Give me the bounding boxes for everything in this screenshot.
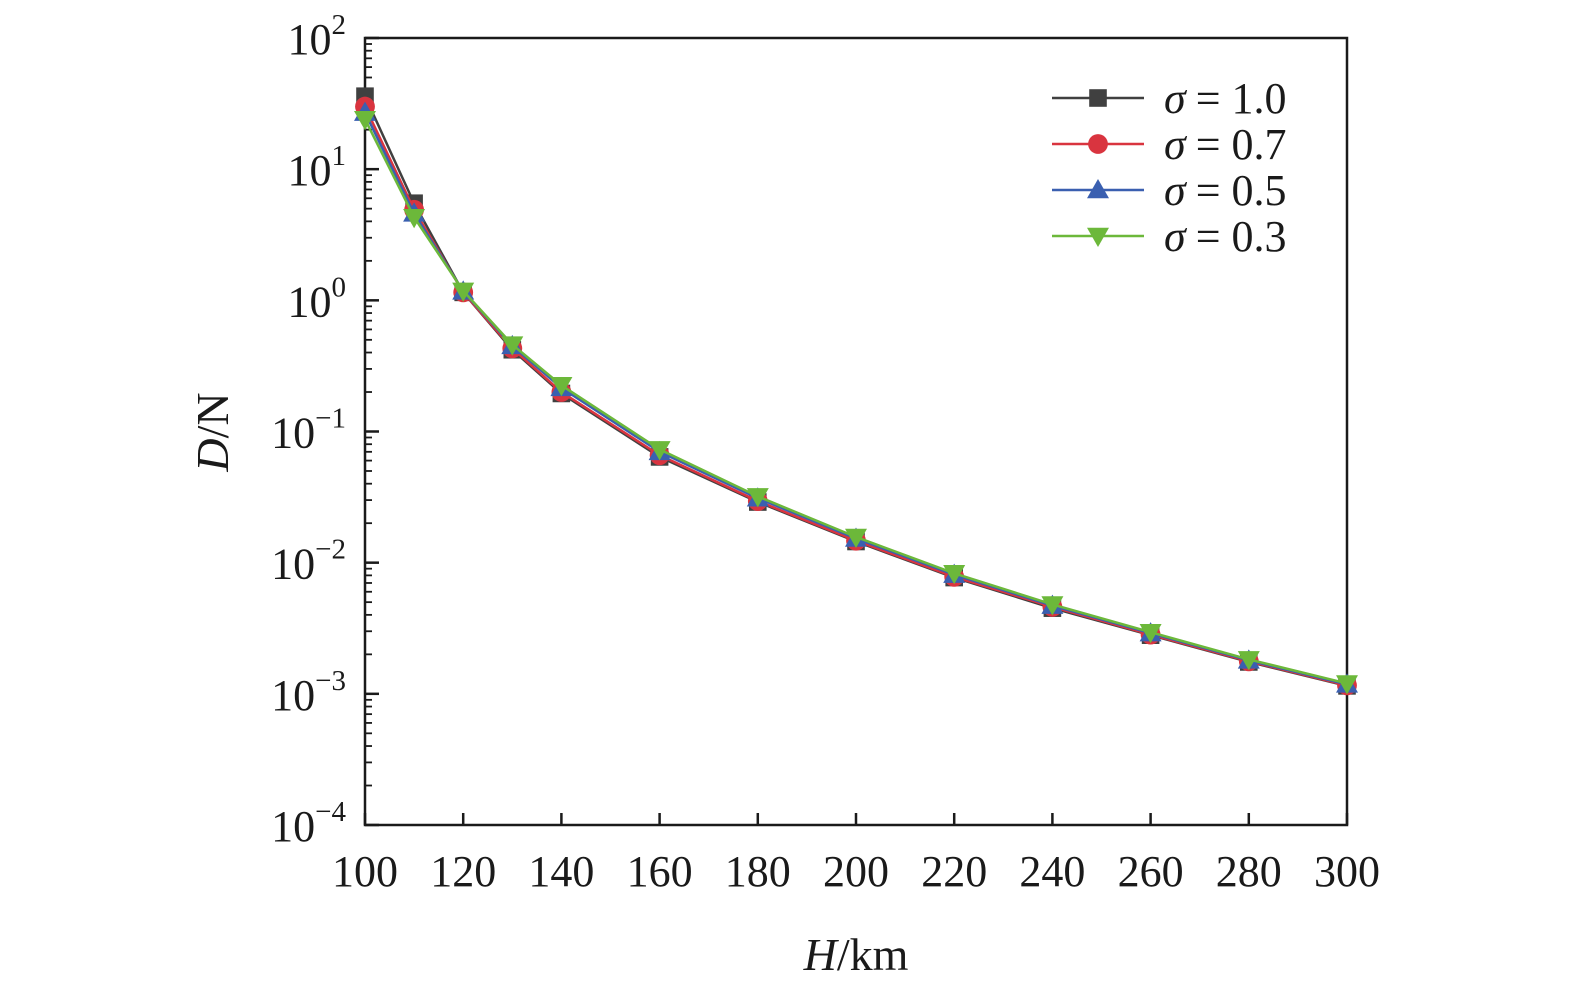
y-tick-label: 100 <box>288 271 347 326</box>
legend-item: σ = 0.7 <box>1052 120 1287 169</box>
legend-label: σ = 0.7 <box>1164 120 1287 169</box>
data-point <box>943 565 966 585</box>
series-layer <box>354 87 1358 696</box>
data-point <box>501 336 524 356</box>
y-tick-label: 10−3 <box>271 665 346 720</box>
data-point <box>452 282 475 302</box>
legend-label: σ = 1.0 <box>1164 74 1287 123</box>
legend-marker <box>1087 179 1109 199</box>
data-point <box>1336 675 1358 695</box>
data-point <box>648 441 671 461</box>
series-3 <box>354 111 1358 695</box>
y-tick-label: 101 <box>288 140 347 195</box>
x-tick-label: 140 <box>528 847 594 896</box>
data-point <box>1139 623 1162 644</box>
x-tick-label: 260 <box>1118 847 1184 896</box>
data-point <box>746 488 769 508</box>
legend-item: σ = 1.0 <box>1052 74 1287 123</box>
x-tick-label: 180 <box>725 847 791 896</box>
x-tick-label: 100 <box>332 847 398 896</box>
legend-item: σ = 0.5 <box>1052 166 1287 215</box>
x-tick-label: 300 <box>1314 847 1380 896</box>
data-point <box>354 111 376 131</box>
x-axis-label: H/km <box>803 929 909 980</box>
legend-label: σ = 0.3 <box>1164 212 1287 261</box>
data-point <box>1237 651 1260 671</box>
x-tick-label: 160 <box>627 847 693 896</box>
data-point <box>550 377 573 397</box>
y-tick-label: 10−1 <box>271 403 346 458</box>
data-point <box>845 528 867 548</box>
legend-item: σ = 0.3 <box>1052 212 1287 261</box>
data-point <box>403 208 426 229</box>
y-axis-label: D/N <box>187 392 238 472</box>
legend-marker <box>1089 89 1107 107</box>
x-tick-label: 220 <box>921 847 987 896</box>
y-tick-label: 10−4 <box>271 796 346 851</box>
data-point <box>1041 596 1064 616</box>
x-tick-label: 200 <box>823 847 889 896</box>
y-axis-ticks: 102 101 100 10−1 10−2 10−3 10−4 <box>271 9 379 851</box>
legend-label: σ = 0.5 <box>1164 166 1287 215</box>
x-axis-ticks: 100 120 140 160 180 200 220 240 260 280 300 <box>332 813 1380 896</box>
legend-marker <box>1087 227 1109 247</box>
y-tick-label: 10−2 <box>271 534 346 589</box>
x-tick-label: 240 <box>1019 847 1085 896</box>
x-tick-label: 280 <box>1216 847 1282 896</box>
legend: σ = 1.0σ = 0.7σ = 0.5σ = 0.3 <box>1052 74 1287 261</box>
x-tick-label: 120 <box>430 847 496 896</box>
y-tick-label: 102 <box>288 9 347 64</box>
legend-marker <box>1088 134 1108 154</box>
